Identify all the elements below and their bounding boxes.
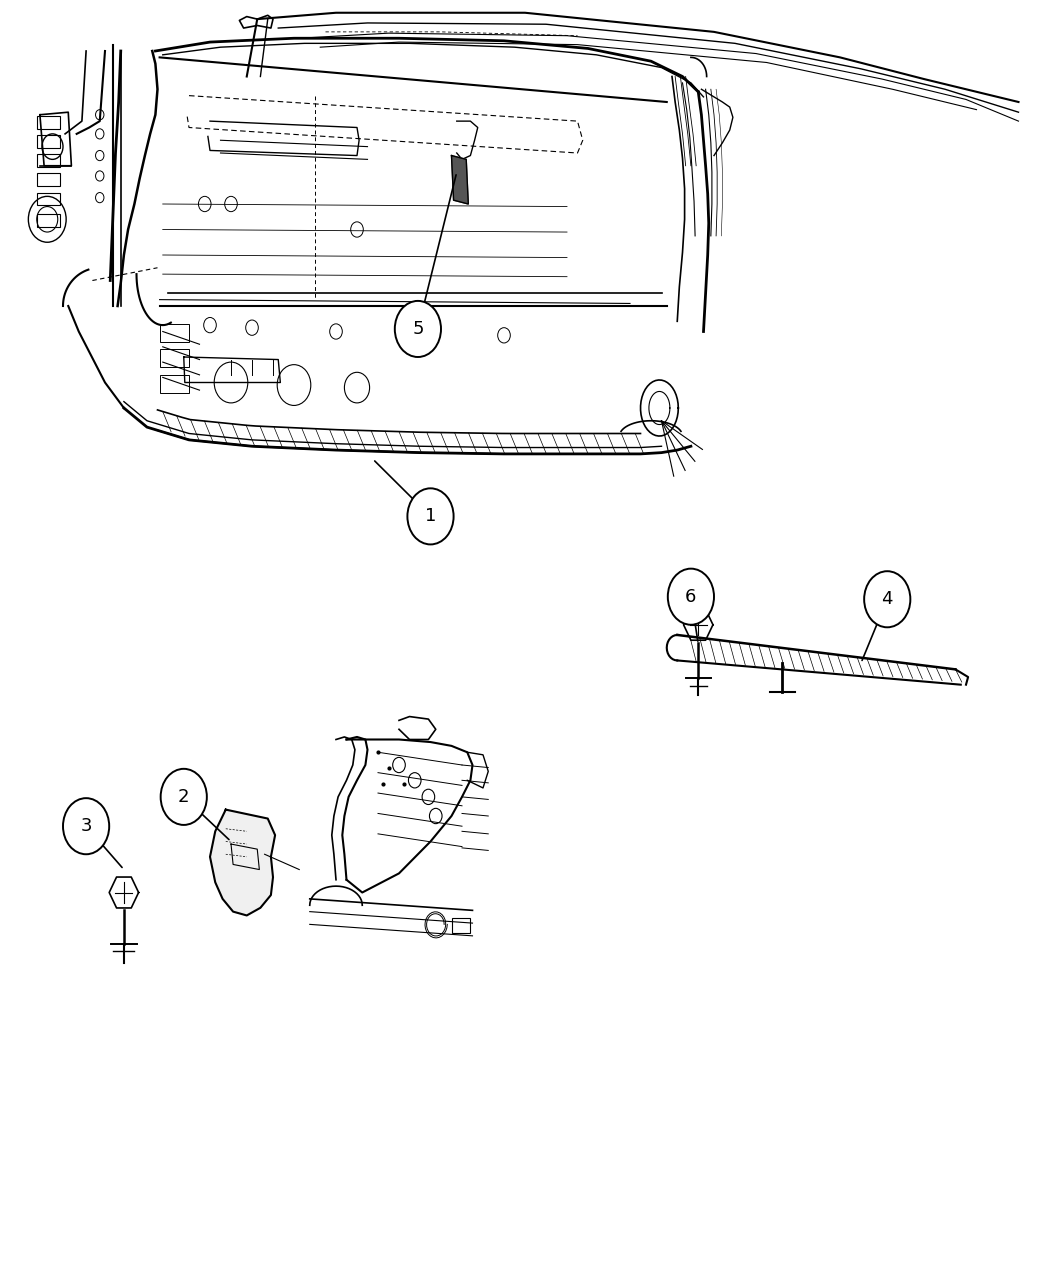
Circle shape — [395, 301, 441, 357]
Text: 5: 5 — [413, 320, 423, 338]
Polygon shape — [452, 156, 468, 204]
Text: 6: 6 — [686, 588, 696, 606]
Circle shape — [63, 798, 109, 854]
Polygon shape — [210, 810, 275, 915]
Circle shape — [864, 571, 910, 627]
Circle shape — [407, 488, 454, 544]
Text: 2: 2 — [178, 788, 189, 806]
Text: 3: 3 — [81, 817, 91, 835]
Text: 1: 1 — [425, 507, 436, 525]
Circle shape — [161, 769, 207, 825]
Polygon shape — [109, 877, 139, 908]
Circle shape — [668, 569, 714, 625]
Text: 4: 4 — [882, 590, 892, 608]
Polygon shape — [684, 609, 713, 640]
